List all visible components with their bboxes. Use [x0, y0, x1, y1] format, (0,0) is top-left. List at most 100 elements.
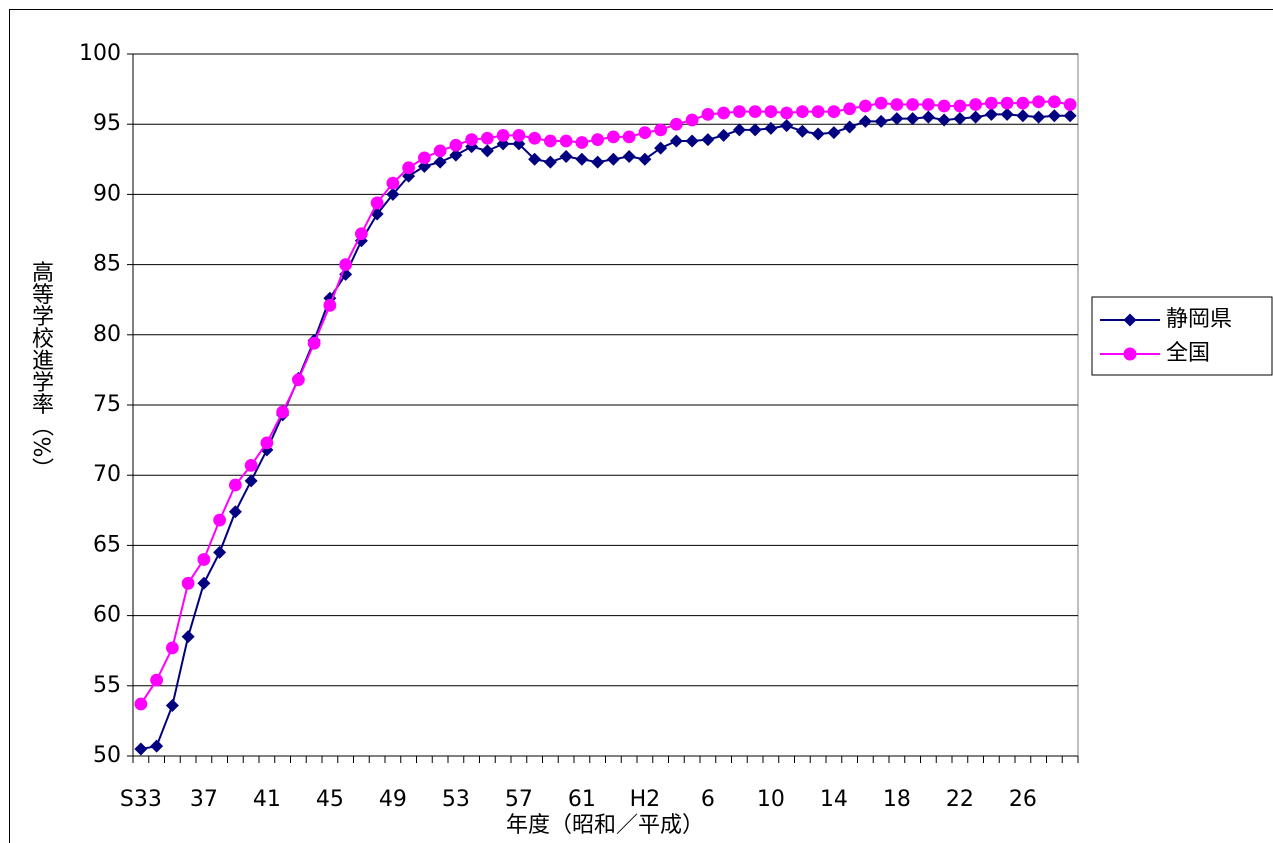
data-point [622, 130, 636, 144]
data-point [780, 106, 793, 120]
data-point [1000, 96, 1014, 110]
legend-marker [1123, 347, 1137, 361]
data-point [1032, 110, 1046, 124]
data-point [843, 102, 856, 116]
data-point [985, 96, 998, 110]
data-point [229, 478, 242, 492]
x-tick-label: 45 [316, 787, 344, 812]
data-point [606, 152, 620, 166]
data-point [134, 697, 148, 711]
data-point [418, 151, 431, 165]
legend-marker [1123, 313, 1137, 327]
data-point [874, 96, 888, 110]
data-point [134, 742, 148, 756]
x-tick-label: 37 [190, 787, 218, 812]
x-tick-label: 41 [253, 787, 281, 812]
data-point [433, 155, 447, 169]
legend-label: 静岡県 [1166, 307, 1232, 332]
data-point [890, 98, 904, 111]
x-tick-label: S33 [120, 787, 162, 812]
data-point [732, 123, 746, 137]
data-point [1063, 109, 1077, 123]
y-axis-title: 高等学校進学率（%） [28, 261, 54, 480]
data-point [165, 698, 179, 712]
data-point [512, 129, 526, 142]
data-point [748, 105, 762, 118]
y-tick-label: 70 [93, 462, 121, 487]
data-point [591, 155, 605, 169]
data-point [654, 123, 667, 137]
data-point [323, 298, 337, 312]
y-tick-label: 95 [93, 111, 121, 136]
data-point [906, 112, 920, 126]
legend-box [1091, 296, 1273, 376]
data-point [213, 545, 227, 559]
data-point [355, 227, 368, 241]
x-tick-label: 57 [505, 787, 533, 812]
data-point [1000, 107, 1014, 121]
data-point [1016, 96, 1030, 110]
y-tick-label: 60 [93, 603, 121, 628]
data-point [953, 99, 967, 113]
x-tick-label: 22 [946, 787, 974, 812]
data-point [244, 474, 258, 488]
data-point [339, 258, 352, 271]
data-point [874, 114, 888, 128]
data-point [386, 176, 400, 190]
data-point [150, 673, 163, 687]
data-point [480, 144, 494, 158]
data-point [780, 119, 794, 133]
data-point [890, 112, 904, 126]
data-point [701, 133, 715, 147]
data-point [559, 134, 573, 148]
data-point [150, 739, 164, 753]
y-tick-label: 55 [93, 673, 121, 698]
data-point [685, 134, 699, 148]
data-point [858, 114, 872, 128]
y-tick-label: 80 [93, 322, 121, 347]
data-point [937, 113, 951, 127]
data-point [244, 458, 258, 472]
x-tick-label: H2 [630, 787, 661, 812]
data-point [1032, 95, 1045, 109]
data-point [181, 576, 195, 590]
data-point [1016, 109, 1030, 123]
data-point [701, 107, 715, 121]
data-point [717, 128, 731, 142]
y-tick-label: 65 [93, 532, 121, 557]
data-point [449, 138, 463, 152]
data-point [622, 149, 636, 163]
data-point [575, 152, 589, 166]
data-point [496, 129, 510, 142]
data-point [292, 373, 305, 387]
data-point [717, 106, 730, 120]
data-point [843, 120, 857, 134]
x-axis-title: 年度（昭和／平成） [506, 813, 704, 838]
x-tick-label: 10 [757, 787, 785, 812]
data-point [827, 126, 841, 140]
y-tick-label: 100 [79, 41, 121, 66]
data-point [481, 131, 494, 145]
data-point [543, 155, 557, 169]
legend-label: 全国 [1166, 341, 1210, 366]
data-point [181, 630, 195, 644]
data-point [607, 130, 620, 144]
data-point [733, 105, 746, 118]
y-tick-label: 50 [93, 743, 121, 768]
y-tick-label: 85 [93, 252, 121, 277]
data-point [449, 148, 463, 162]
data-point [307, 336, 321, 350]
data-point [528, 152, 542, 166]
data-point [528, 131, 541, 145]
data-point [370, 196, 384, 210]
data-point [922, 98, 935, 111]
data-point [811, 127, 825, 141]
data-point [386, 187, 400, 201]
data-point [638, 152, 652, 166]
data-point [937, 99, 951, 113]
y-tick-label: 90 [93, 181, 121, 206]
data-point [670, 117, 683, 131]
data-point [811, 105, 825, 118]
y-tick-label: 75 [93, 392, 121, 417]
